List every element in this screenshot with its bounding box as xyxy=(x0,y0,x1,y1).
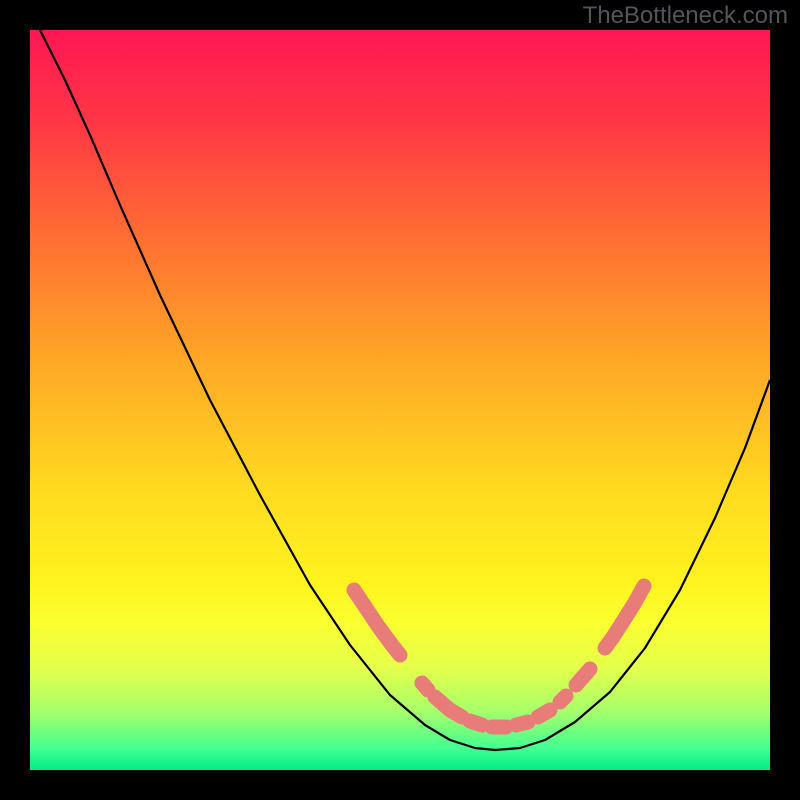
marker-segment xyxy=(538,710,550,717)
marker-segment xyxy=(354,590,400,655)
marker-segment xyxy=(470,721,482,725)
curve-svg xyxy=(30,30,770,770)
marker-segment xyxy=(560,696,566,702)
marker-segment xyxy=(516,722,528,725)
marker-segment xyxy=(605,586,644,648)
marker-segment xyxy=(422,683,428,690)
chart-frame: TheBottleneck.com xyxy=(0,0,800,800)
marker-segment xyxy=(576,669,590,685)
bottleneck-curve xyxy=(40,30,770,750)
marker-group xyxy=(354,586,644,727)
plot-area xyxy=(30,30,770,770)
marker-segment xyxy=(435,697,462,717)
watermark-text: TheBottleneck.com xyxy=(583,2,788,30)
